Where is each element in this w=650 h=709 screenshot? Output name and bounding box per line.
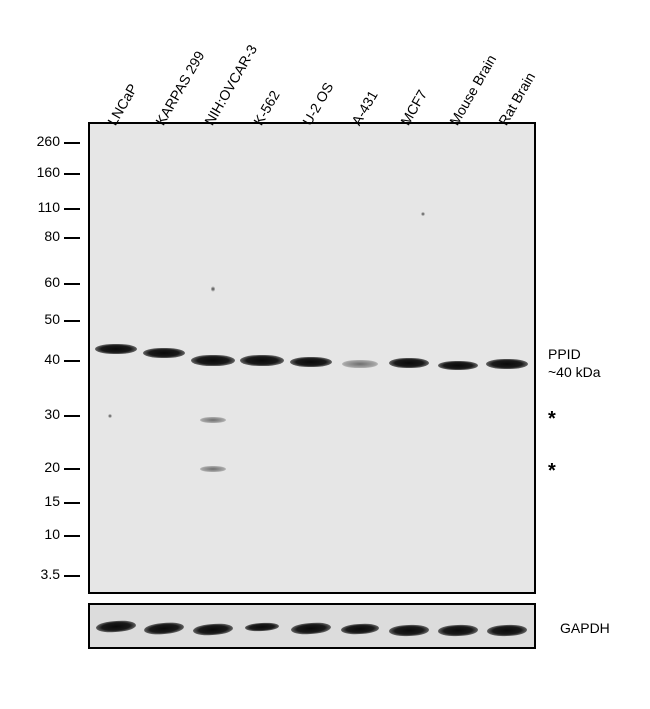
nonspecific-band xyxy=(200,466,226,472)
ppid-band xyxy=(240,355,284,366)
marker-tick xyxy=(64,173,80,175)
marker-tick xyxy=(64,208,80,210)
nonspecific-band xyxy=(421,212,425,216)
ppid-band xyxy=(486,359,528,369)
lane-label: Mouse Brain xyxy=(446,52,499,128)
gapdh-label: GAPDH xyxy=(560,620,610,636)
marker-label: 110 xyxy=(0,199,60,215)
marker-label: 20 xyxy=(0,459,60,475)
marker-tick xyxy=(64,142,80,144)
marker-tick xyxy=(64,237,80,239)
marker-label: 60 xyxy=(0,274,60,290)
ppid-band xyxy=(438,361,478,370)
lane-label: Rat Brain xyxy=(495,69,538,128)
lane-label: NIH:OVCAR-3 xyxy=(201,42,260,128)
marker-tick xyxy=(64,360,80,362)
marker-label: 80 xyxy=(0,228,60,244)
marker-tick xyxy=(64,320,80,322)
asterisk-marker: * xyxy=(548,408,556,431)
ppid-band xyxy=(191,355,235,366)
marker-label: 10 xyxy=(0,526,60,542)
marker-label: 260 xyxy=(0,133,60,149)
ppid-label: PPID xyxy=(548,346,581,362)
marker-label: 50 xyxy=(0,311,60,327)
lane-label: LNCaP xyxy=(104,81,140,128)
nonspecific-band xyxy=(200,417,226,423)
marker-tick xyxy=(64,575,80,577)
ppid-band xyxy=(342,360,378,368)
marker-tick xyxy=(64,535,80,537)
ppid-band xyxy=(290,357,332,367)
nonspecific-band xyxy=(211,286,215,292)
marker-tick xyxy=(64,283,80,285)
lane-label: U-2 OS xyxy=(299,80,336,128)
marker-label: 15 xyxy=(0,493,60,509)
marker-tick xyxy=(64,468,80,470)
ppid-band xyxy=(143,348,185,358)
ppid-band xyxy=(389,358,429,368)
lane-label: KARPAS 299 xyxy=(152,48,207,128)
marker-label: 40 xyxy=(0,351,60,367)
marker-label: 3.5 xyxy=(0,566,60,582)
marker-label: 30 xyxy=(0,406,60,422)
nonspecific-band xyxy=(108,414,112,418)
ppid-size-label: ~40 kDa xyxy=(548,364,601,380)
marker-label: 160 xyxy=(0,164,60,180)
marker-tick xyxy=(64,415,80,417)
marker-tick xyxy=(64,502,80,504)
ppid-band xyxy=(95,344,137,354)
asterisk-marker: * xyxy=(548,460,556,483)
